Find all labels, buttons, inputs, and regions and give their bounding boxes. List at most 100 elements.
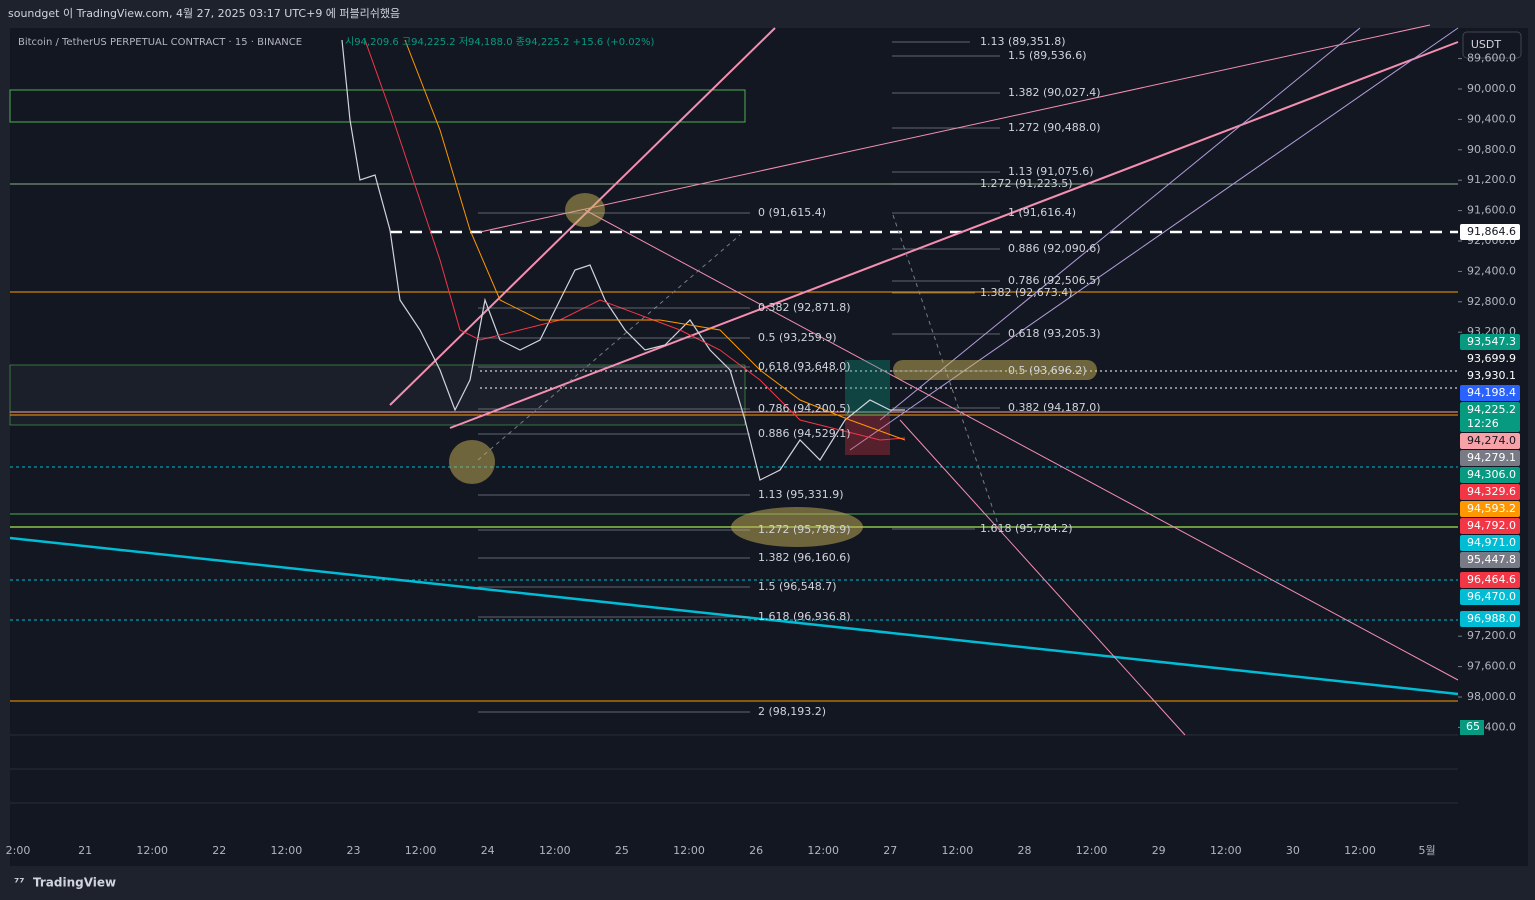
currency[interactable]: USDT <box>1471 38 1502 51</box>
fib-label: 1.13 (91,075.6) <box>1008 165 1094 178</box>
price-tag-label: 93,930.1 <box>1467 369 1516 382</box>
price-tag-label: 94,971.0 <box>1467 536 1516 549</box>
fib-label: 1.272 (95,798.9) <box>758 523 851 536</box>
price-tag-label: 94,329.6 <box>1467 485 1516 498</box>
zone <box>9 89 746 123</box>
header: soundget 이 TradingView.com, 4월 27, 2025 … <box>8 7 400 20</box>
price-tag <box>1460 385 1520 401</box>
drawings <box>9 24 1459 736</box>
price-tag-label: 94,792.0 <box>1467 519 1516 532</box>
price-tick-label: 90,000.0 <box>1467 82 1516 95</box>
price-tag-label: 93,699.9 <box>1467 352 1516 365</box>
time-axis <box>10 836 1528 866</box>
price-tag <box>1460 484 1520 500</box>
time-tick-label: 27 <box>883 844 897 857</box>
price-tag-label: 96,464.6 <box>1467 573 1516 586</box>
price-tag <box>1460 552 1520 568</box>
time-tick-label: 24 <box>481 844 495 857</box>
price-tick-label: 90,400.0 <box>1467 112 1516 125</box>
time-tick-label: 12:00 <box>942 844 974 857</box>
time-tick-label: 12:00 <box>405 844 437 857</box>
price-tag <box>1460 402 1520 432</box>
fib-label: 0.5 (93,259.9) <box>758 331 837 344</box>
fib-label: 0.382 (94,187.0) <box>1008 401 1101 414</box>
price-tag-label: 94,593.2 <box>1467 502 1516 515</box>
time-tick-label: 30 <box>1286 844 1300 857</box>
time-tick-label: 5월 <box>1419 844 1436 857</box>
price-tick-label: 97,200.0 <box>1467 629 1516 642</box>
price-tag-label: 95,447.8 <box>1467 553 1516 566</box>
highlight <box>893 360 1097 380</box>
time-tick-label: 23 <box>347 844 361 857</box>
footer-logo: TradingView <box>33 876 116 890</box>
trendline <box>584 209 1459 681</box>
chart-pane <box>10 28 1458 836</box>
logo-mark: ⁷⁷ <box>14 876 25 890</box>
price-tag <box>1460 572 1520 588</box>
time-tick-label: 28 <box>1018 844 1032 857</box>
fib-label: 0 (91,615.4) <box>758 206 826 219</box>
time-tick-label: 12:00 <box>136 844 168 857</box>
trendline <box>479 24 1431 233</box>
price-tag <box>1460 611 1520 627</box>
time-tick-label: 2:00 <box>6 844 31 857</box>
fib-label: 1.382 (92,673.4) <box>980 286 1073 299</box>
fib-label: 0.618 (93,205.3) <box>1008 327 1101 340</box>
ohlc: 시94,209.6 고94,225.2 저94,188.0 종94,225.2 … <box>345 36 655 48</box>
price-tag-label: 93,547.3 <box>1467 335 1516 348</box>
fib-label: 1.272 (91,223.5) <box>980 177 1073 190</box>
fib-label: 1.5 (96,548.7) <box>758 580 837 593</box>
price-tag <box>1460 589 1520 605</box>
fib-label: 2 (98,193.2) <box>758 705 826 718</box>
price-tag-label: 96,470.0 <box>1467 590 1516 603</box>
price-tick-label: 92,800.0 <box>1467 295 1516 308</box>
currency-button[interactable] <box>1462 31 1522 59</box>
trendline <box>449 41 1459 429</box>
fib-label: 0.786 (92,506.5) <box>1008 274 1101 287</box>
zone <box>9 364 746 426</box>
price-tick-label: 91,600.0 <box>1467 204 1516 217</box>
price-tick-label: 92,400.0 <box>1467 264 1516 277</box>
time-tick-label: 12:00 <box>539 844 571 857</box>
highlight <box>731 507 863 547</box>
time-tick-label: 12:00 <box>1076 844 1108 857</box>
fib-label: 1 (91,616.4) <box>1008 206 1076 219</box>
price-tag-label: 94,225.2 <box>1467 403 1516 416</box>
time-tick-label: 12:00 <box>1344 844 1376 857</box>
time-tick-label: 12:00 <box>1210 844 1242 857</box>
highlight <box>565 193 605 227</box>
time-tick-label: 25 <box>615 844 629 857</box>
fib-label: 1.13 (95,331.9) <box>758 488 844 501</box>
fib-label: 1.618 (96,936.8) <box>758 610 851 623</box>
price-tag <box>1460 535 1520 551</box>
fib-label: 0.618 (93,648.0) <box>758 360 851 373</box>
ma-line <box>404 39 906 441</box>
time-tick-label: 12:00 <box>271 844 303 857</box>
price-tag <box>1460 467 1520 483</box>
position-box <box>845 415 890 455</box>
price-tag <box>1460 224 1520 240</box>
highlight <box>449 440 495 484</box>
fib-label: 0.382 (92,871.8) <box>758 301 851 314</box>
fib-label: 0.886 (92,090.6) <box>1008 242 1101 255</box>
trendline <box>899 419 1186 736</box>
time-tick-label: 29 <box>1152 844 1166 857</box>
trendline <box>879 27 1361 421</box>
price-tag-label: 94,279.1 <box>1467 451 1516 464</box>
fib-label: 0.5 (93,696.2) <box>1008 364 1087 377</box>
fib-label: 1.618 (95,784.2) <box>980 522 1073 535</box>
price-tick-label: 90,800.0 <box>1467 143 1516 156</box>
fib-label: 1.5 (89,536.6) <box>1008 49 1087 62</box>
price-tag <box>1460 351 1520 367</box>
volume-tag-label: 65 <box>1466 720 1480 733</box>
price-tag-label: 94,274.0 <box>1467 434 1516 447</box>
time-tick-label: 12:00 <box>807 844 839 857</box>
fib-label: 1.382 (90,027.4) <box>1008 86 1101 99</box>
price-tick-label: 91,200.0 <box>1467 173 1516 186</box>
price-tag-label: 96,988.0 <box>1467 612 1516 625</box>
time-tick-label: 12:00 <box>673 844 705 857</box>
price-tick-label: 97,600.0 <box>1467 660 1516 673</box>
fib-label: 1.382 (96,160.6) <box>758 551 851 564</box>
ma-line <box>364 39 906 441</box>
